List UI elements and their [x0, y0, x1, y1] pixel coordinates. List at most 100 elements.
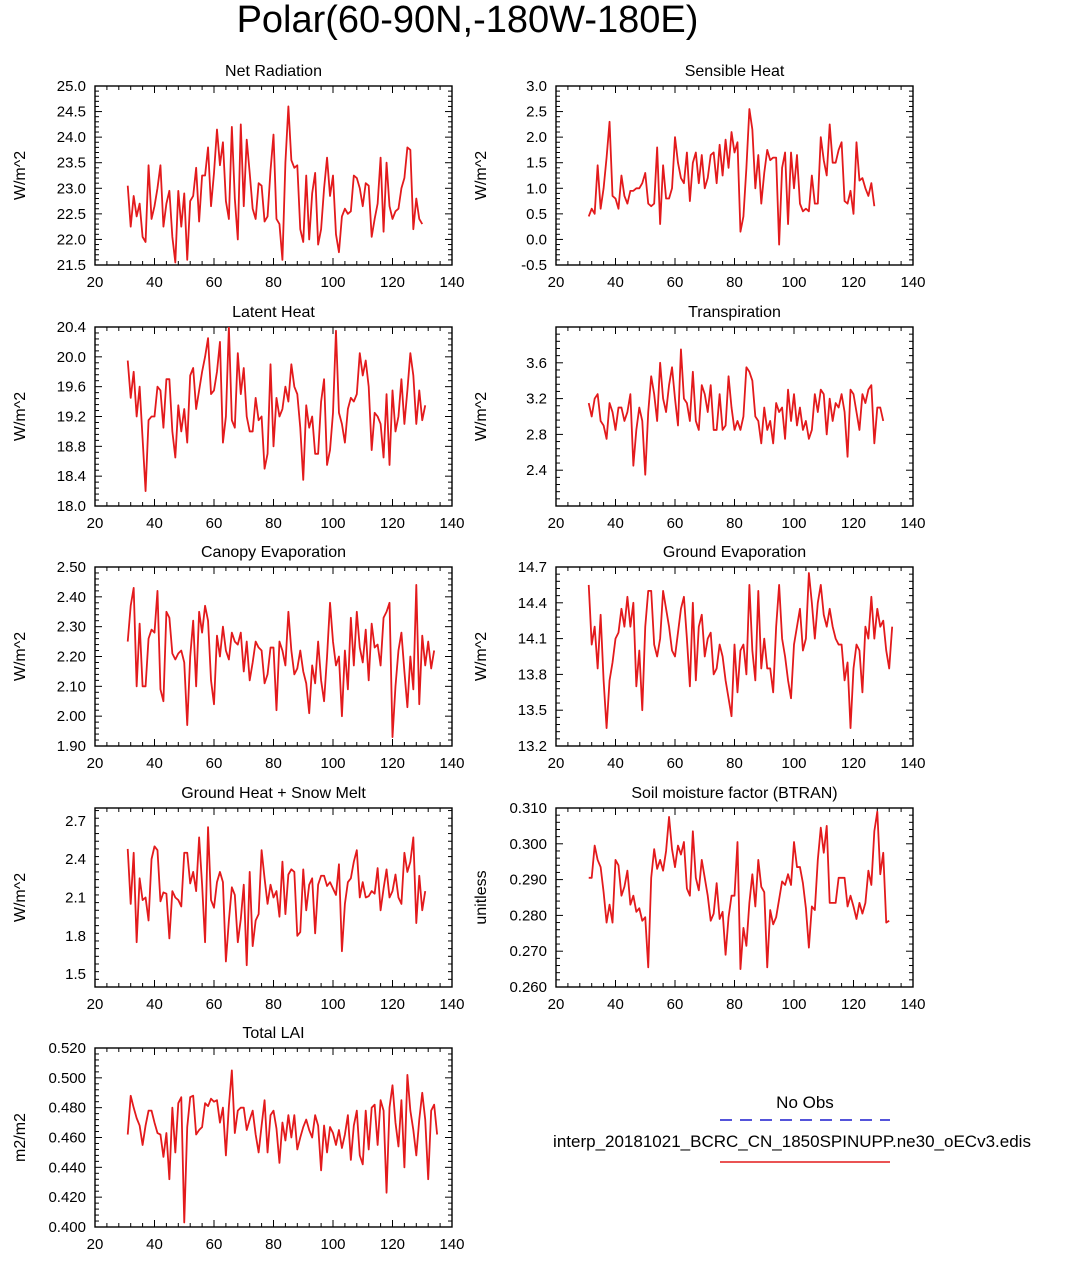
x-tick-label: 140: [439, 755, 464, 772]
y-axis-label: unitless: [473, 870, 490, 924]
y-axis-label: W/m^2: [473, 632, 490, 681]
y-tick-label: 2.40: [57, 589, 86, 606]
y-tick-label: 0.500: [48, 1070, 86, 1087]
x-tick-label: 40: [607, 515, 624, 532]
y-tick-label: 0.480: [48, 1100, 86, 1117]
y-tick-label: 3.6: [526, 355, 547, 372]
x-tick-label: 40: [607, 755, 624, 772]
y-tick-label: 0.460: [48, 1130, 86, 1147]
plot-frame: [555, 326, 914, 507]
x-tick-label: 120: [841, 515, 866, 532]
y-tick-label: 0.0: [526, 231, 547, 248]
x-tick-label: 120: [380, 996, 405, 1013]
x-tick-label: 60: [667, 515, 684, 532]
panel-title: Ground Heat + Snow Melt: [181, 785, 366, 802]
y-tick-label: 1.5: [526, 155, 547, 172]
y-tick-label: 0.290: [509, 872, 547, 889]
x-tick-label: 20: [548, 515, 565, 532]
x-tick-label: 40: [146, 996, 163, 1013]
x-tick-label: 120: [380, 274, 405, 291]
data-line-series-0: [587, 572, 894, 729]
panel-title: Total LAI: [242, 1025, 304, 1042]
panel-5: Ground Evaporation 20 40 60 80 100 120 140 13.2 1…: [473, 544, 926, 772]
x-tick-label: 60: [667, 755, 684, 772]
y-tick-label: 14.4: [518, 595, 547, 612]
data-line-series-0: [126, 327, 427, 492]
x-tick-label: 20: [548, 274, 565, 291]
y-tick-label: 3.0: [526, 78, 547, 95]
panel-6: Ground Heat + Snow Melt 20 40 60 80 100 120 140…: [12, 785, 465, 1013]
x-tick-label: 120: [841, 755, 866, 772]
x-tick-label: 60: [206, 755, 223, 772]
y-tick-label: 2.10: [57, 678, 86, 695]
panel-title: Ground Evaporation: [663, 544, 806, 561]
y-tick-label: 14.7: [518, 559, 547, 576]
x-tick-label: 20: [87, 1236, 104, 1253]
panel-3: Transpiration 20 40 60 80 100 120 140 2.4 2.8 3.2 3…: [473, 304, 926, 532]
x-tick-label: 140: [439, 274, 464, 291]
x-tick-label: 60: [667, 996, 684, 1013]
y-tick-label: 21.5: [57, 257, 86, 274]
y-tick-label: -0.5: [521, 257, 547, 274]
x-tick-label: 60: [667, 274, 684, 291]
y-tick-label: 2.50: [57, 559, 86, 576]
y-tick-label: 1.90: [57, 738, 86, 755]
x-tick-label: 140: [439, 515, 464, 532]
y-tick-label: 0.280: [509, 907, 547, 924]
x-tick-label: 80: [726, 996, 743, 1013]
x-tick-label: 120: [380, 515, 405, 532]
data-line-series-0: [126, 105, 424, 264]
y-tick-label: 23.5: [57, 155, 86, 172]
y-tick-label: 1.0: [526, 180, 547, 197]
main-title: Polar(60-90N,-180W-180E): [236, 0, 699, 41]
x-tick-label: 100: [781, 996, 806, 1013]
x-tick-label: 40: [146, 515, 163, 532]
panel-0: Net Radiation 20 40 60 80 100 120 140 21.5 22.0 22…: [12, 63, 465, 291]
data-line-series-0: [587, 108, 876, 246]
panel-title: Sensible Heat: [685, 63, 785, 80]
panel-title: Soil moisture factor (BTRAN): [631, 785, 837, 802]
x-tick-label: 100: [320, 1236, 345, 1253]
x-tick-label: 100: [320, 515, 345, 532]
y-tick-label: 22.0: [57, 231, 86, 248]
data-line-series-0: [587, 348, 885, 476]
x-tick-label: 120: [380, 755, 405, 772]
x-tick-label: 100: [320, 274, 345, 291]
panel-7: Soil moisture factor (BTRAN) 20 40 60 80 100 1…: [473, 785, 926, 1013]
x-tick-label: 20: [548, 996, 565, 1013]
x-tick-label: 20: [548, 755, 565, 772]
y-tick-label: 24.0: [57, 129, 86, 146]
x-tick-label: 40: [146, 1236, 163, 1253]
y-axis-label: W/m^2: [12, 392, 29, 441]
x-tick-label: 80: [726, 755, 743, 772]
x-tick-label: 100: [781, 755, 806, 772]
y-tick-label: 0.310: [509, 800, 547, 817]
x-tick-label: 140: [439, 1236, 464, 1253]
y-axis-label: W/m^2: [12, 151, 29, 200]
x-tick-label: 20: [87, 755, 104, 772]
x-tick-label: 100: [320, 755, 345, 772]
y-axis-label: m2/m2: [12, 1113, 29, 1162]
panel-title: Latent Heat: [232, 304, 315, 321]
y-tick-label: 13.2: [518, 738, 547, 755]
x-tick-label: 80: [726, 515, 743, 532]
y-tick-label: 13.8: [518, 666, 547, 683]
y-tick-label: 2.20: [57, 649, 86, 666]
y-tick-label: 0.260: [509, 979, 547, 996]
x-tick-label: 80: [265, 755, 282, 772]
y-tick-label: 0.440: [48, 1159, 86, 1176]
y-tick-label: 2.4: [65, 851, 86, 868]
x-tick-label: 100: [781, 515, 806, 532]
y-tick-label: 0.420: [48, 1189, 86, 1206]
y-tick-label: 0.400: [48, 1219, 86, 1236]
y-tick-label: 2.00: [57, 708, 86, 725]
y-axis-label: W/m^2: [473, 151, 490, 200]
y-tick-label: 1.5: [65, 966, 86, 983]
data-line-series-0: [588, 810, 890, 970]
data-line-series-0: [126, 826, 427, 967]
y-tick-label: 1.8: [65, 928, 86, 945]
y-tick-label: 14.1: [518, 631, 547, 648]
x-tick-label: 100: [320, 996, 345, 1013]
y-tick-label: 0.5: [526, 206, 547, 223]
